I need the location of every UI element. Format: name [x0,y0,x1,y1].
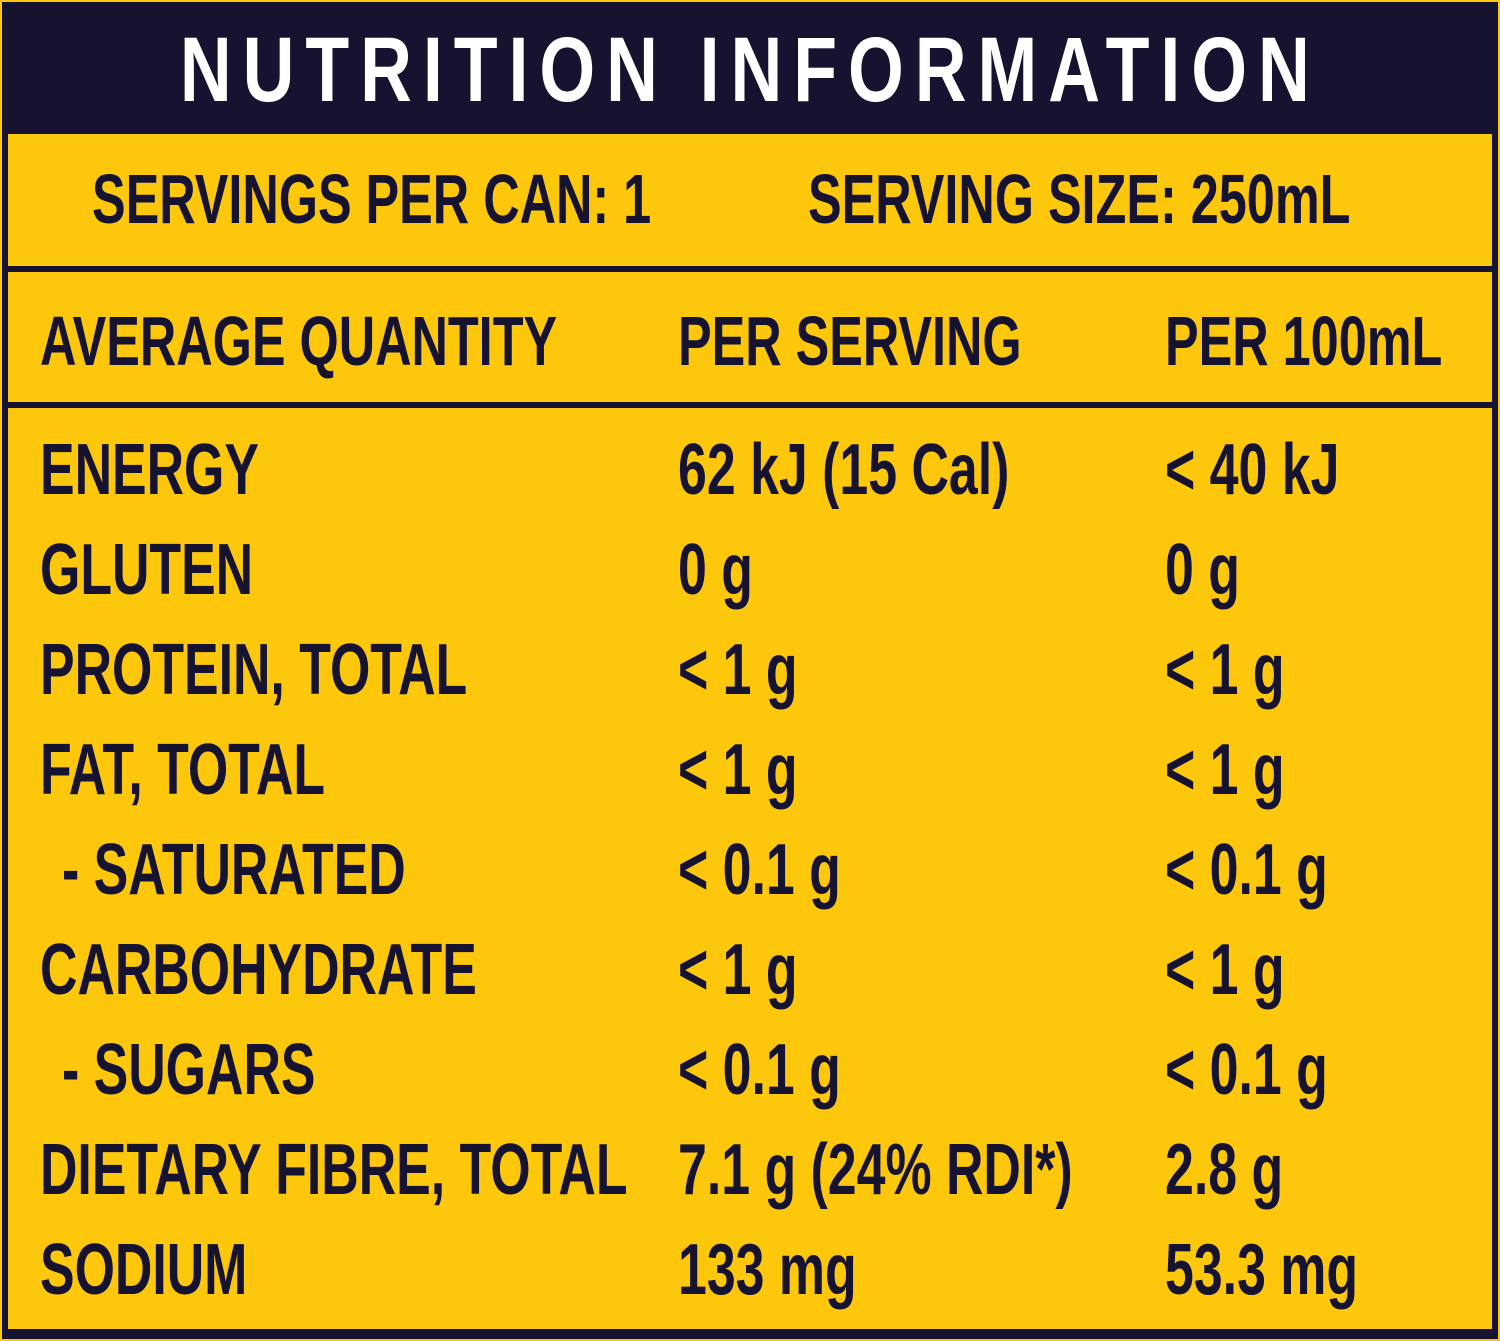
table-row-saturated: - SATURATED < 0.1 g < 0.1 g [8,822,1492,922]
divider [8,402,1492,408]
row-per-100ml: 53.3 mg [1165,1230,1359,1310]
servings-row: SERVINGS PER CAN: 1 SERVING SIZE: 250mL [8,134,1492,266]
serving-size: SERVING SIZE: 250mL [808,160,1351,238]
table-row-dietary-fibre: DIETARY FIBRE, TOTAL 7.1 g (24% RDI*) 2.… [8,1122,1492,1222]
header-per-serving: PER SERVING [678,302,1022,380]
row-per-100ml: < 0.1 g [1165,830,1328,910]
row-per-serving: < 0.1 g [678,830,841,910]
row-label: CARBOHYDRATE [40,930,477,1010]
title-bar: NUTRITION INFORMATION [8,2,1492,132]
row-per-100ml: < 40 kJ [1165,430,1340,510]
row-label: DIETARY FIBRE, TOTAL [40,1130,628,1210]
row-per-serving: 7.1 g (24% RDI*) [678,1130,1073,1210]
table-row-sugars: - SUGARS < 0.1 g < 0.1 g [8,1022,1492,1122]
row-per-serving: 133 mg [678,1230,857,1310]
table-row-carbohydrate: CARBOHYDRATE < 1 g < 1 g [8,922,1492,1022]
row-per-100ml: < 1 g [1165,630,1285,710]
row-per-100ml: 2.8 g [1165,1130,1284,1210]
table-row-gluten: GLUTEN 0 g 0 g [8,522,1492,622]
divider [8,266,1492,272]
row-label: FAT, TOTAL [40,730,326,810]
row-per-serving: < 1 g [678,930,798,1010]
row-per-serving: 0 g [678,530,753,610]
row-label: PROTEIN, TOTAL [40,630,468,710]
row-label: ENERGY [40,430,259,510]
row-per-100ml: 0 g [1165,530,1240,610]
header-average-quantity: AVERAGE QUANTITY [40,302,558,380]
table-row-protein: PROTEIN, TOTAL < 1 g < 1 g [8,622,1492,722]
row-per-serving: 62 kJ (15 Cal) [678,430,1010,510]
row-label: GLUTEN [40,530,254,610]
header-per-100ml: PER 100mL [1165,302,1443,380]
row-label: - SUGARS [62,1030,316,1110]
table-row-energy: ENERGY 62 kJ (15 Cal) < 40 kJ [8,422,1492,522]
row-per-100ml: < 1 g [1165,930,1285,1010]
row-per-serving: < 0.1 g [678,1030,841,1110]
panel-title: NUTRITION INFORMATION [179,19,1321,121]
row-per-serving: < 1 g [678,730,798,810]
row-label: - SATURATED [62,830,406,910]
table-row-sodium: SODIUM 133 mg 53.3 mg [8,1222,1492,1322]
row-label: SODIUM [40,1230,248,1310]
table-header-row: AVERAGE QUANTITY PER SERVING PER 100mL [8,272,1492,402]
row-per-100ml: < 1 g [1165,730,1285,810]
servings-per-can: SERVINGS PER CAN: 1 [92,160,652,238]
table-body: ENERGY 62 kJ (15 Cal) < 40 kJ GLUTEN 0 g… [8,408,1492,1329]
row-per-serving: < 1 g [678,630,798,710]
table-row-fat: FAT, TOTAL < 1 g < 1 g [8,722,1492,822]
row-per-100ml: < 0.1 g [1165,1030,1328,1110]
